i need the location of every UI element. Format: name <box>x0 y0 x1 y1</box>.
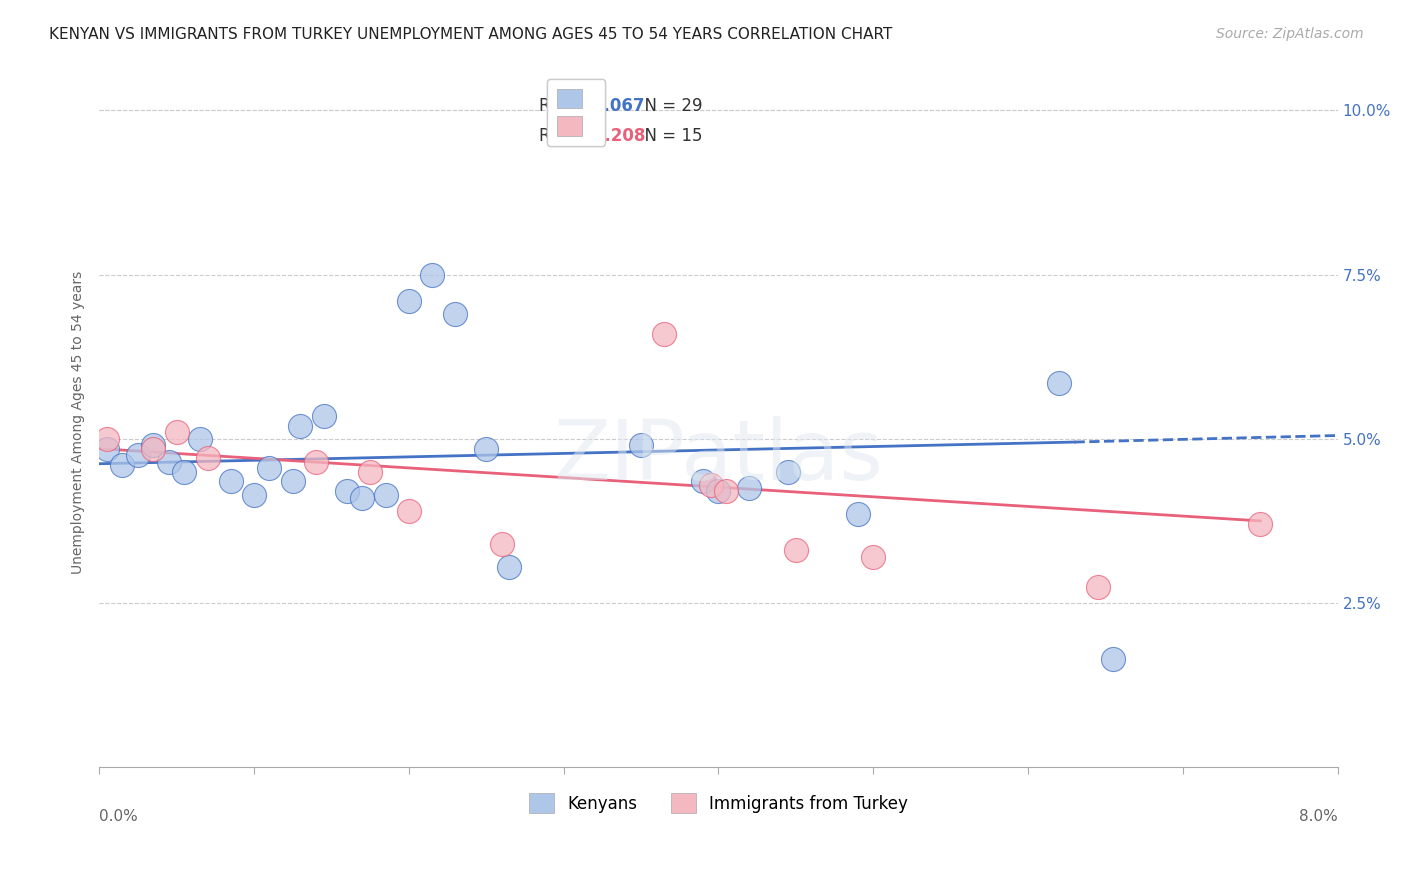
Point <box>1249 517 1271 532</box>
Point <box>111 458 134 472</box>
Point <box>259 461 281 475</box>
Point <box>312 409 335 423</box>
Point <box>707 484 730 499</box>
Text: -0.208: -0.208 <box>586 127 645 145</box>
Point <box>398 504 420 518</box>
Point <box>290 418 312 433</box>
Point <box>1047 376 1070 390</box>
Text: Source: ZipAtlas.com: Source: ZipAtlas.com <box>1216 27 1364 41</box>
Point <box>243 488 266 502</box>
Point <box>862 549 884 564</box>
Point <box>96 442 118 456</box>
Point <box>444 307 467 321</box>
Point <box>699 477 721 491</box>
Point <box>374 488 396 502</box>
Point <box>96 432 118 446</box>
Point <box>127 448 149 462</box>
Text: N = 29: N = 29 <box>634 97 703 115</box>
Point <box>281 475 304 489</box>
Point <box>692 475 714 489</box>
Point <box>157 455 180 469</box>
Point <box>1087 580 1109 594</box>
Point <box>352 491 374 505</box>
Point <box>630 438 652 452</box>
Point <box>738 481 761 495</box>
Point <box>359 465 381 479</box>
Point <box>475 442 498 456</box>
Point <box>714 484 737 499</box>
Point <box>398 293 420 308</box>
Point <box>420 268 443 282</box>
Point <box>491 537 513 551</box>
Legend: Kenyans, Immigrants from Turkey: Kenyans, Immigrants from Turkey <box>520 785 917 821</box>
Point <box>336 484 359 499</box>
Text: 0.0%: 0.0% <box>100 809 138 823</box>
Y-axis label: Unemployment Among Ages 45 to 54 years: Unemployment Among Ages 45 to 54 years <box>72 271 86 574</box>
Point <box>305 455 328 469</box>
Text: N = 15: N = 15 <box>634 127 703 145</box>
Point <box>778 465 800 479</box>
Point <box>846 508 869 522</box>
Point <box>173 465 195 479</box>
Point <box>197 451 219 466</box>
Point <box>1102 652 1125 666</box>
Point <box>166 425 188 440</box>
Text: KENYAN VS IMMIGRANTS FROM TURKEY UNEMPLOYMENT AMONG AGES 45 TO 54 YEARS CORRELAT: KENYAN VS IMMIGRANTS FROM TURKEY UNEMPLO… <box>49 27 893 42</box>
Point <box>219 475 242 489</box>
Text: R =: R = <box>538 97 581 115</box>
Text: R =: R = <box>538 127 575 145</box>
Point <box>498 560 520 574</box>
Point <box>142 442 165 456</box>
Text: 0.067: 0.067 <box>592 97 644 115</box>
Point <box>652 326 675 341</box>
Point <box>142 438 165 452</box>
Text: ZIPatlas: ZIPatlas <box>554 417 883 498</box>
Text: 8.0%: 8.0% <box>1299 809 1337 823</box>
Point <box>188 432 211 446</box>
Point <box>785 543 807 558</box>
